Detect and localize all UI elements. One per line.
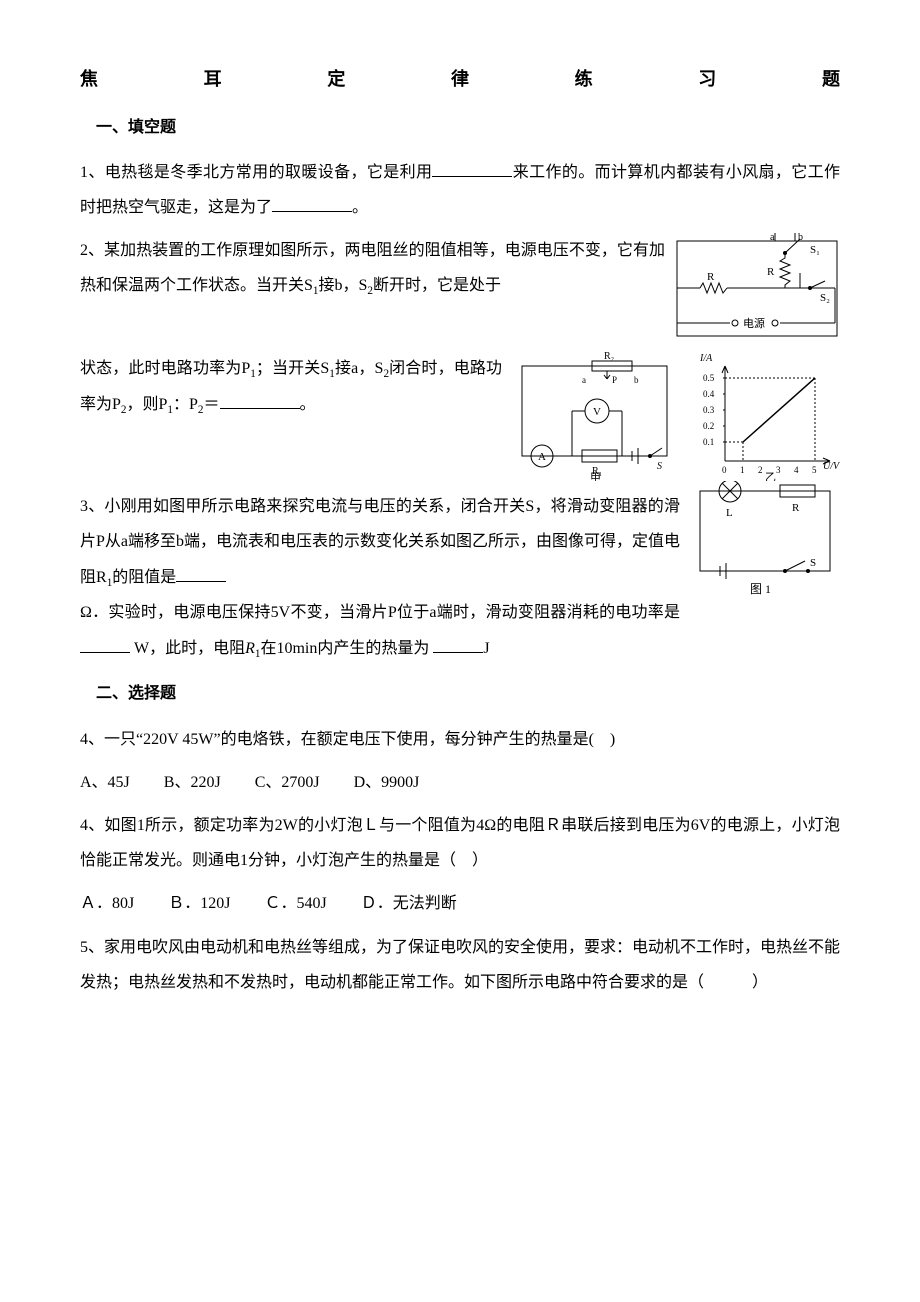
title-char: 习: [698, 60, 716, 100]
q2-text: ＝: [204, 396, 220, 413]
svg-text:b: b: [634, 375, 639, 385]
figure-circuit-q3: R₂ a P b V A R₁ S 甲: [512, 351, 677, 481]
svg-text:S₂: S₂: [820, 292, 830, 304]
q1-text: 1、电热毯是冬季北方常用的取暖设备，它是利用: [80, 164, 432, 181]
iv-chart-icon: I/A 0.5 0.4 0.3 0.2 0.1 0 1 2 3 4 5 U/V …: [695, 351, 840, 481]
q3-text: J: [483, 640, 489, 657]
q4b-options: Ａ．80J Ｂ．120J Ｃ．540J Ｄ．无法判断: [80, 886, 840, 921]
figure-chart: I/A 0.5 0.4 0.3 0.2 0.1 0 1 2 3 4 5 U/V …: [695, 351, 840, 481]
svg-text:a: a: [582, 375, 586, 385]
title-char: 题: [822, 60, 840, 100]
q2-text: ，则P: [127, 396, 168, 413]
svg-text:S: S: [657, 461, 662, 472]
option-c: Ｃ．540J: [264, 895, 326, 912]
svg-text:0.3: 0.3: [703, 405, 715, 415]
option-a: Ａ．80J: [80, 895, 134, 912]
lamp-circuit-icon: L R S 图 1: [690, 481, 840, 601]
blank: [80, 636, 130, 653]
svg-text:0.1: 0.1: [703, 437, 714, 447]
blank: [433, 636, 483, 653]
svg-text:U/V: U/V: [823, 461, 840, 472]
q3-text: 在10min内产生的热量为: [260, 640, 433, 657]
q3-text: 的阻值是: [112, 569, 176, 586]
svg-text:0.5: 0.5: [703, 373, 715, 383]
q4b-stem: 4、如图1所示，额定功率为2W的小灯泡Ｌ与一个阻值为4Ω的电阻Ｒ串联后接到电压为…: [80, 817, 840, 869]
svg-text:图 1: 图 1: [750, 582, 771, 596]
svg-text:0.2: 0.2: [703, 421, 714, 431]
q1-text: 。: [352, 199, 368, 216]
circuit-q2-icon: a b S₁ R S₂ R 电源: [675, 233, 840, 343]
blank: [220, 392, 300, 409]
q3-text: R: [245, 640, 255, 657]
q3-text: W，此时，电阻: [130, 640, 245, 657]
svg-text:R₂: R₂: [604, 351, 614, 362]
svg-text:V: V: [593, 406, 601, 418]
svg-text:电源: 电源: [743, 316, 765, 330]
q2-text: 断开时，它是处于: [373, 277, 501, 294]
svg-text:0: 0: [722, 465, 727, 475]
svg-text:乙: 乙: [765, 471, 776, 481]
blank: [272, 195, 352, 212]
q4a-stem: 4、一只“220V 45W”的电烙铁，在额定电压下使用，每分钟产生的热量是( ): [80, 731, 615, 748]
svg-text:S: S: [810, 557, 816, 569]
q2-text: 接b，S: [319, 277, 368, 294]
section-1-header: 一、填空题: [80, 110, 840, 145]
figure-q2: a b S₁ R S₂ R 电源: [675, 233, 840, 343]
svg-text:I/A: I/A: [699, 353, 713, 364]
q2-text: 接a，S: [335, 360, 384, 377]
svg-text:R: R: [767, 266, 775, 278]
q4a-options: A、45J B、220J C、2700J D、9900J: [80, 765, 840, 800]
svg-text:4: 4: [794, 465, 799, 475]
svg-text:5: 5: [812, 465, 817, 475]
svg-text:S₁: S₁: [810, 244, 820, 256]
svg-text:A: A: [538, 451, 546, 463]
svg-text:R: R: [707, 271, 715, 283]
svg-text:b: b: [798, 233, 803, 243]
svg-text:L: L: [726, 507, 733, 519]
option-d: Ｄ．无法判断: [361, 895, 457, 912]
q2-text: ；当开关S: [256, 360, 329, 377]
svg-text:1: 1: [740, 465, 745, 475]
svg-text:P: P: [612, 375, 617, 385]
svg-text:甲: 甲: [590, 472, 601, 481]
svg-text:R: R: [792, 502, 800, 514]
svg-text:2: 2: [758, 465, 763, 475]
svg-text:0.4: 0.4: [703, 389, 715, 399]
q2-text: ：P: [173, 396, 198, 413]
q2-text: 状态，此时电路功率为P: [80, 360, 250, 377]
svg-text:3: 3: [776, 465, 781, 475]
section-2-header: 二、选择题: [80, 676, 840, 711]
title-char: 焦: [80, 60, 98, 100]
svg-text:a: a: [770, 233, 775, 243]
circuit-q3-icon: R₂ a P b V A R₁ S 甲: [512, 351, 677, 481]
q3-text: Ω．实验时，电源电压保持5V不变，当滑片P位于a端时，滑动变阻器消耗的电功率是: [80, 604, 680, 621]
title-char: 律: [451, 60, 469, 100]
question-4b: 4、如图1所示，额定功率为2W的小灯泡Ｌ与一个阻值为4Ω的电阻Ｒ串联后接到电压为…: [80, 808, 840, 878]
option-a: A、45J: [80, 774, 130, 791]
option-d: D、9900J: [354, 774, 420, 791]
option-c: C、2700J: [255, 774, 320, 791]
title-char: 定: [327, 60, 345, 100]
figure-lamp: L R S 图 1: [690, 481, 840, 601]
page-title: 焦 耳 定 律 练 习 题: [80, 60, 840, 100]
blank: [176, 565, 226, 582]
question-4a: 4、一只“220V 45W”的电烙铁，在额定电压下使用，每分钟产生的热量是( ): [80, 722, 840, 757]
title-char: 耳: [204, 60, 222, 100]
question-1: 1、电热毯是冬季北方常用的取暖设备，它是利用来工作的。而计算机内都装有小风扇，它…: [80, 155, 840, 225]
blank: [432, 160, 512, 177]
q5-stem: 5、家用电吹风由电动机和电热丝等组成，为了保证电吹风的安全使用，要求：电动机不工…: [80, 939, 840, 991]
option-b: B、220J: [164, 774, 221, 791]
question-5: 5、家用电吹风由电动机和电热丝等组成，为了保证电吹风的安全使用，要求：电动机不工…: [80, 930, 840, 1000]
option-b: Ｂ．120J: [168, 895, 230, 912]
q2-text: 。: [300, 396, 316, 413]
title-char: 练: [575, 60, 593, 100]
